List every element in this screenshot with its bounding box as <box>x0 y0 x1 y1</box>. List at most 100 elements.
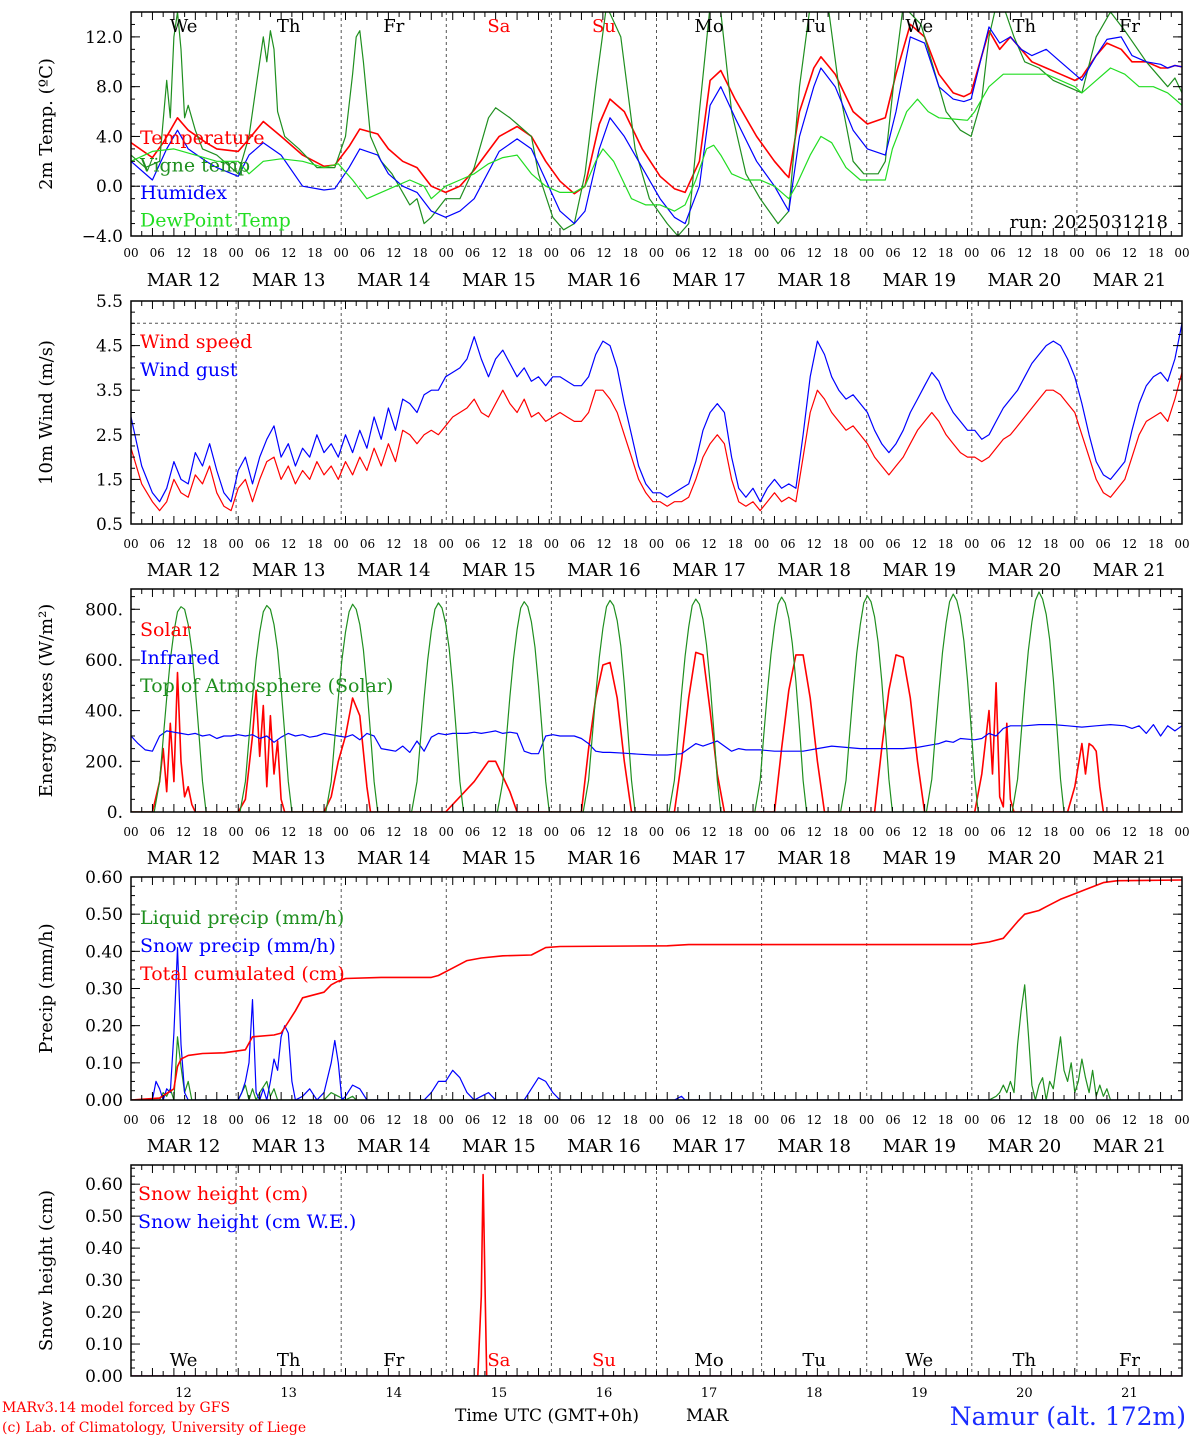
hour-label: 06 <box>255 537 270 551</box>
day-number-label: 13 <box>280 1386 297 1401</box>
hour-label: 06 <box>780 537 795 551</box>
y-tick-label: 2.5 <box>96 426 123 446</box>
hour-label: 12 <box>596 246 611 260</box>
y-tick-label: 8.0 <box>96 78 123 98</box>
hour-label: 18 <box>833 537 848 551</box>
hour-label: 12 <box>1122 1113 1137 1127</box>
hour-label: 12 <box>807 1113 822 1127</box>
hour-label: 06 <box>675 825 690 839</box>
hour-label: 18 <box>307 825 322 839</box>
plot-frame <box>130 11 1183 237</box>
hour-label: 12 <box>491 825 506 839</box>
date-label: MAR 19 <box>882 270 956 291</box>
weekday-label: Tu <box>802 1350 826 1371</box>
y-axis-label: Snow height (cm) <box>36 1190 57 1351</box>
hour-label: 06 <box>255 825 270 839</box>
day-number-label: 14 <box>385 1386 402 1401</box>
hour-label: 18 <box>623 825 638 839</box>
hour-label: 00 <box>123 537 138 551</box>
weekday-label: Sa <box>487 16 510 37</box>
y-tick-label: 4.5 <box>96 337 123 357</box>
date-label: MAR 16 <box>567 1136 641 1157</box>
hour-label: 06 <box>570 246 585 260</box>
hour-label: 12 <box>281 537 296 551</box>
y-tick-label: 0.10 <box>85 1054 123 1074</box>
hour-label: 18 <box>833 1113 848 1127</box>
hour-label: 00 <box>334 1113 349 1127</box>
hour-label: 00 <box>123 246 138 260</box>
hour-label: 00 <box>544 246 559 260</box>
hour-label: 12 <box>912 246 927 260</box>
hour-label: 18 <box>517 825 532 839</box>
day-number-label: 15 <box>491 1386 508 1401</box>
hour-label: 18 <box>1043 246 1058 260</box>
weekday-label: We <box>170 1350 198 1371</box>
hour-label: 00 <box>334 246 349 260</box>
date-label: MAR 21 <box>1093 270 1167 291</box>
hour-label: 06 <box>885 537 900 551</box>
day-number-label: 16 <box>596 1386 613 1401</box>
credit-model: MARv3.14 model forced by GFS <box>2 1400 231 1416</box>
y-tick-label: 0.10 <box>85 1335 123 1355</box>
hour-label: 00 <box>123 1113 138 1127</box>
y-tick-label: 0.50 <box>85 1207 123 1227</box>
weekday-label: Fr <box>383 16 404 37</box>
weekday-label: Mo <box>694 16 723 37</box>
hour-label: 18 <box>938 537 953 551</box>
date-label: MAR 12 <box>147 560 221 581</box>
hour-label: 18 <box>728 537 743 551</box>
hour-label: 00 <box>544 825 559 839</box>
y-tick-label: 0. <box>107 803 123 823</box>
hour-label: 18 <box>938 246 953 260</box>
hour-label: 12 <box>491 537 506 551</box>
y-tick-label: 4.0 <box>96 127 123 147</box>
hour-label: 12 <box>386 1113 401 1127</box>
weekday-label: Su <box>592 1350 616 1371</box>
hour-label: 18 <box>202 1113 217 1127</box>
hour-label: 12 <box>596 1113 611 1127</box>
hour-label: 00 <box>754 537 769 551</box>
hour-label: 00 <box>859 825 874 839</box>
hour-label: 00 <box>754 825 769 839</box>
hour-label: 12 <box>912 1113 927 1127</box>
y-axis-label: Energy fluxes (W/m²) <box>36 604 57 798</box>
weekday-label: Sa <box>487 1350 510 1371</box>
hour-label: 12 <box>1017 825 1032 839</box>
hour-label: 06 <box>1096 825 1111 839</box>
hour-label: 06 <box>465 537 480 551</box>
legend-entry: Top of Atmosphere (Solar) <box>140 675 393 697</box>
hour-label: 06 <box>150 537 165 551</box>
date-label: MAR 17 <box>672 1136 746 1157</box>
hour-label: 00 <box>228 1113 243 1127</box>
hour-label: 06 <box>990 1113 1005 1127</box>
hour-label: 06 <box>150 246 165 260</box>
hour-label: 18 <box>412 1113 427 1127</box>
day-number-label: 20 <box>1016 1386 1033 1401</box>
y-tick-label: 0.00 <box>85 1367 123 1387</box>
hour-label: 12 <box>596 537 611 551</box>
hour-label: 06 <box>780 246 795 260</box>
day-number-label: 18 <box>806 1386 823 1401</box>
date-label: MAR 14 <box>357 1136 431 1157</box>
legend-entry: Vigne temp <box>139 155 250 177</box>
date-label: MAR 13 <box>252 270 326 291</box>
date-label: MAR 15 <box>462 560 536 581</box>
panel-1: −4.0 0.0 4.0 8.0 12.0 2m Temp. (ºC) Temperatur… <box>36 11 1190 291</box>
legend-entry: Temperature <box>140 127 264 149</box>
hour-label: 06 <box>885 246 900 260</box>
hour-label: 12 <box>386 537 401 551</box>
hour-label: 06 <box>255 1113 270 1127</box>
hour-label: 12 <box>176 825 191 839</box>
weekday-label: Fr <box>1119 16 1140 37</box>
hour-label: 12 <box>807 246 822 260</box>
day-number-label: 21 <box>1121 1386 1138 1401</box>
hour-label: 06 <box>885 1113 900 1127</box>
y-axis-label: 2m Temp. (ºC) <box>36 58 57 190</box>
hour-label: 00 <box>649 1113 664 1127</box>
hour-label: 18 <box>938 825 953 839</box>
legend-entry: Wind speed <box>140 331 252 353</box>
hour-label: 18 <box>1148 246 1163 260</box>
date-label: MAR 13 <box>252 1136 326 1157</box>
series-humidex <box>131 26 1182 225</box>
hour-label: 00 <box>649 246 664 260</box>
